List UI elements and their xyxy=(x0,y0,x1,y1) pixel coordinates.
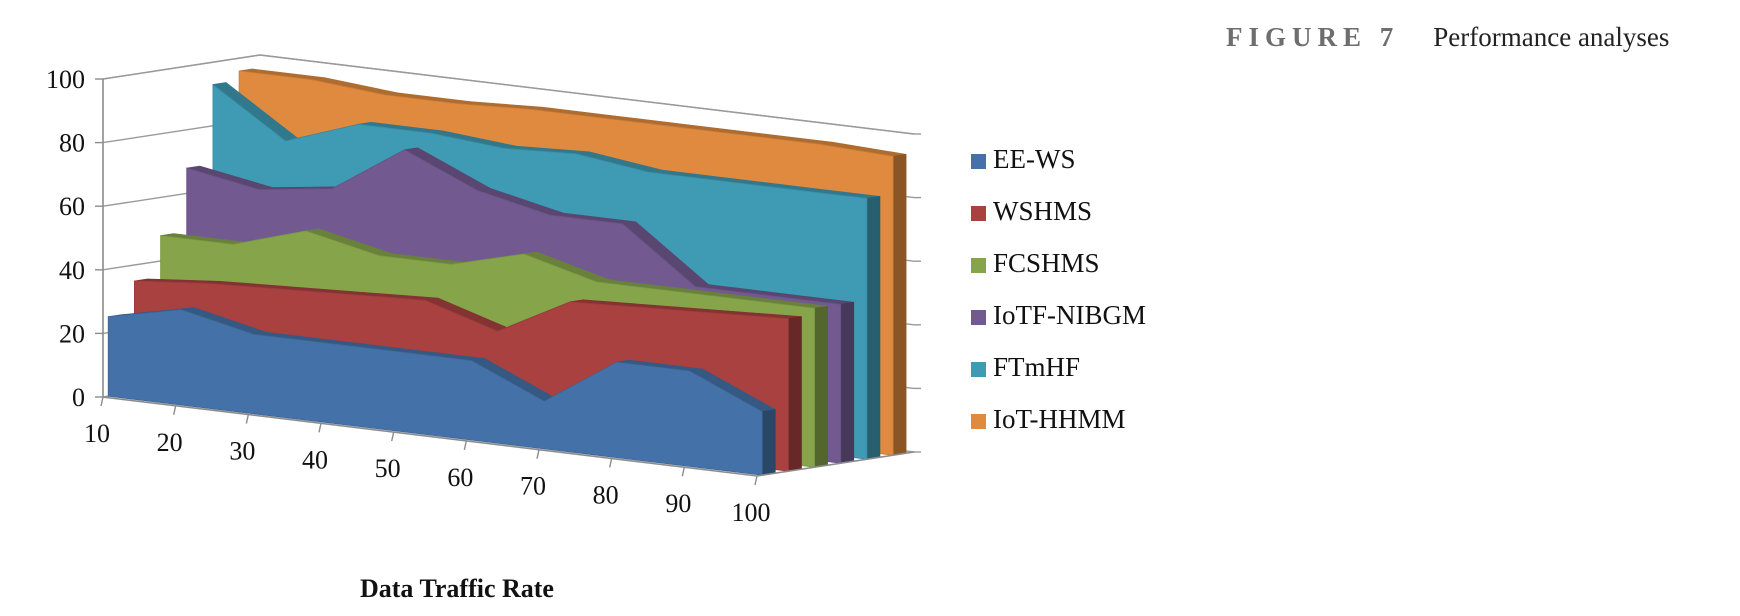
legend-item: EE-WS xyxy=(971,144,1075,174)
figure-label: FIGURE 7 xyxy=(1226,22,1400,52)
axes: 0 20 40 60 80 100 10 20 30 40 50 60 70 80 90 100 Data Tr… xyxy=(46,65,915,603)
legend-item: FCSHMS xyxy=(971,248,1100,278)
x-tick xyxy=(681,467,686,477)
legend-swatch xyxy=(971,414,986,429)
x-tick-label: 80 xyxy=(593,480,619,509)
series-layer xyxy=(107,68,907,476)
legend-item: IoTF-NIBGM xyxy=(971,300,1146,330)
legend-swatch xyxy=(971,154,986,169)
legend-swatch xyxy=(971,362,986,377)
legend: EE-WS WSHMS FCSHMS IoTF-NIBGM FTmHF IoT-HHMM xyxy=(971,144,1146,434)
y-tick-label: 20 xyxy=(59,319,85,348)
series-end-cap xyxy=(761,409,776,476)
x-tick-label: 100 xyxy=(732,498,771,527)
x-tick-label: 40 xyxy=(302,445,328,474)
x-axis-title: Data Traffic Rate xyxy=(360,574,554,603)
x-tick xyxy=(390,431,395,442)
series-end-cap xyxy=(788,316,802,472)
y-tick-label: 40 xyxy=(59,256,85,285)
legend-swatch xyxy=(971,206,986,221)
legend-item: WSHMS xyxy=(971,196,1092,226)
legend-item: FTmHF xyxy=(971,352,1080,382)
x-tick xyxy=(100,396,104,407)
legend-label: FTmHF xyxy=(993,352,1080,382)
x-tick-label: 90 xyxy=(665,489,691,518)
x-tick-label: 70 xyxy=(520,472,546,501)
legend-label: WSHMS xyxy=(993,196,1092,226)
legend-swatch xyxy=(971,258,986,273)
figure-caption: FIGURE 7 Performance analyses xyxy=(1226,22,1669,53)
series-end-cap xyxy=(892,153,907,456)
y-tick-label: 80 xyxy=(59,129,85,158)
legend-item: IoT-HHMM xyxy=(971,404,1126,434)
x-tick xyxy=(754,475,758,486)
y-tick-label: 60 xyxy=(59,192,85,221)
y-tick-label: 0 xyxy=(72,383,85,412)
x-tick xyxy=(463,440,468,451)
legend-label: EE-WS xyxy=(993,144,1075,174)
x-tick xyxy=(172,405,177,415)
legend-label: FCSHMS xyxy=(993,248,1100,278)
legend-label: IoT-HHMM xyxy=(993,404,1126,434)
axis-line xyxy=(102,79,915,477)
series-ee-ws xyxy=(107,307,777,476)
legend-swatch xyxy=(971,310,986,325)
figure-title: Performance analyses xyxy=(1433,22,1670,52)
legend-label: IoTF-NIBGM xyxy=(993,300,1146,330)
series-end-cap xyxy=(866,196,881,460)
x-tick-label: 20 xyxy=(157,428,183,457)
x-tick-label: 60 xyxy=(447,463,473,492)
y-tick-label: 100 xyxy=(46,65,85,94)
x-tick-label: 50 xyxy=(375,454,401,483)
x-tick xyxy=(245,414,250,424)
series-end-cap xyxy=(840,301,855,464)
x-tick xyxy=(318,423,322,433)
x-tick xyxy=(608,458,613,468)
gridline xyxy=(102,54,915,135)
series-end-cap xyxy=(814,305,828,468)
x-tick-label: 30 xyxy=(229,437,255,466)
x-tick-label: 10 xyxy=(84,419,110,448)
x-tick xyxy=(536,449,540,459)
